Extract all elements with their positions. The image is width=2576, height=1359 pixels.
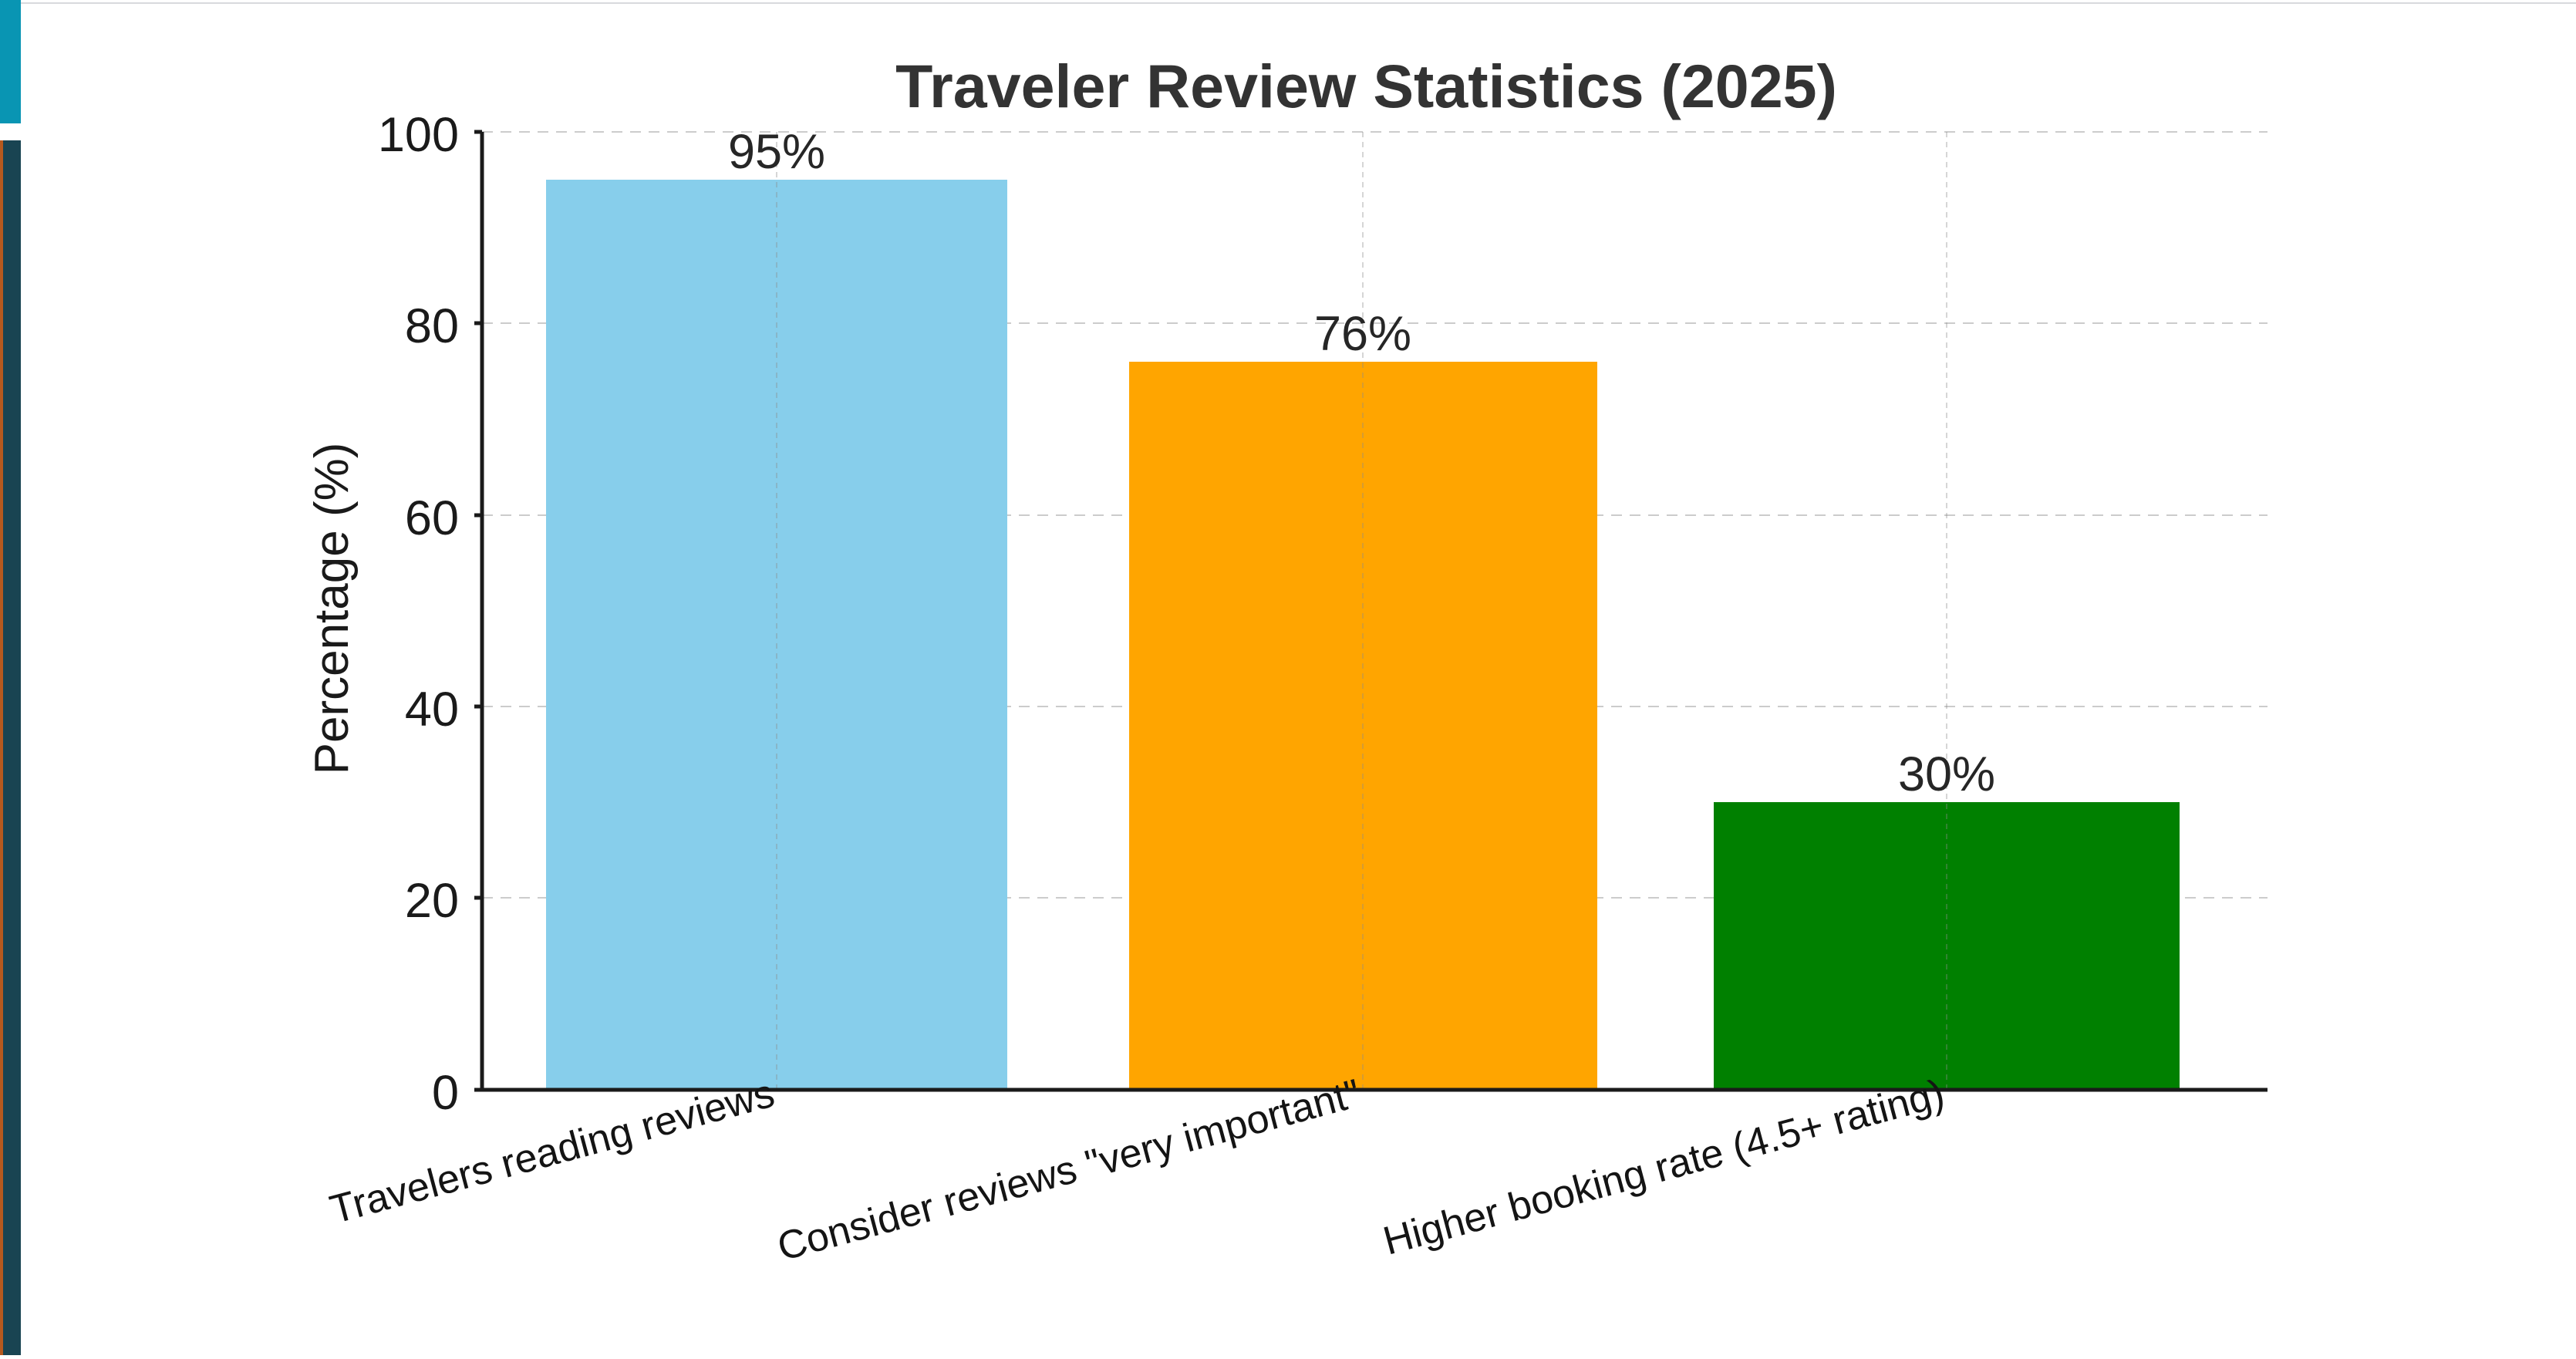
svg-text:80: 80 (405, 299, 459, 353)
svg-text:95%: 95% (728, 125, 825, 179)
svg-text:20: 20 (405, 874, 459, 928)
svg-text:0: 0 (432, 1066, 459, 1120)
svg-text:40: 40 (405, 683, 459, 737)
svg-text:Consider reviews "very importa: Consider reviews "very important" (773, 1071, 1365, 1270)
svg-text:30%: 30% (1898, 747, 1995, 801)
svg-text:100: 100 (378, 108, 459, 162)
svg-text:76%: 76% (1314, 307, 1411, 361)
svg-text:60: 60 (405, 491, 459, 545)
svg-text:Higher booking rate (4.5+ rati: Higher booking rate (4.5+ rating) (1379, 1071, 1950, 1264)
svg-text:Travelers reading reviews: Travelers reading reviews (325, 1071, 779, 1233)
